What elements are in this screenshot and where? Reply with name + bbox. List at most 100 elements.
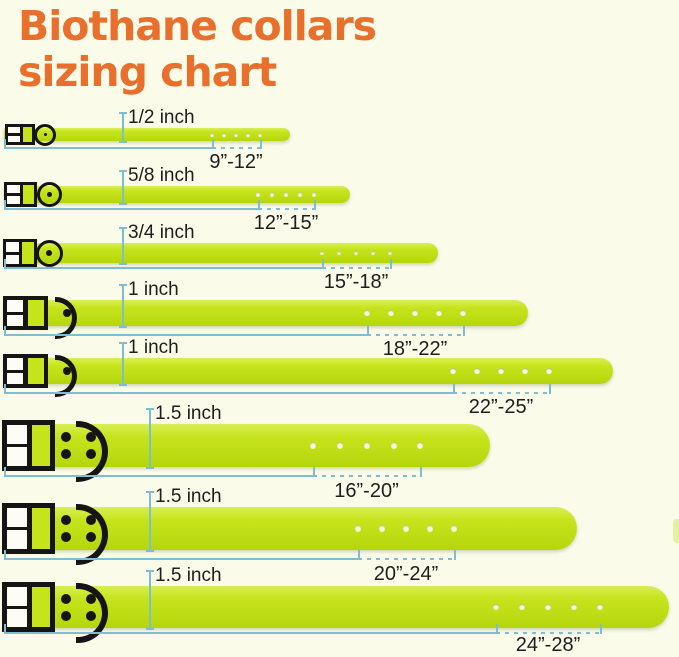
strap-hole	[388, 310, 394, 316]
buckle-rivet-icon	[61, 611, 71, 621]
buckle-strap-slot	[32, 587, 50, 627]
measure-tick-icon	[4, 467, 6, 477]
strap-hole	[311, 192, 317, 197]
size-range-label: 16”-20”	[334, 480, 399, 502]
strap-hole	[390, 442, 398, 449]
strap-hole	[544, 603, 552, 611]
strap-hole	[378, 525, 386, 532]
strap-hole	[336, 250, 342, 256]
measure-tick-icon	[463, 326, 465, 336]
strap-hole	[402, 525, 410, 532]
strap-hole	[222, 132, 226, 137]
buckle-frame-icon	[5, 124, 35, 145]
measure-line-solid	[4, 267, 322, 269]
strap-hole	[518, 603, 526, 611]
measure-tick-icon	[454, 550, 456, 560]
buckle-pin-icon	[46, 250, 52, 256]
width-label: 1 inch	[128, 337, 179, 358]
strap-hole	[387, 250, 393, 256]
strap-hole	[363, 442, 371, 449]
buckle-rivet-icon	[86, 532, 96, 542]
width-tick-icon	[119, 227, 127, 265]
buckle-divider-icon	[7, 605, 27, 609]
measure-tick-icon	[258, 200, 260, 210]
measure-tick-icon	[496, 624, 498, 634]
buckle-pin-icon	[46, 192, 52, 197]
width-tick-icon	[119, 284, 127, 328]
strap-hole	[436, 310, 442, 316]
measure-tick-icon	[313, 467, 315, 477]
strap-hole	[354, 525, 362, 532]
strap-hole	[234, 132, 238, 137]
measure-tick-icon	[212, 139, 214, 149]
strap-hole	[498, 368, 504, 374]
width-label: 1.5 inch	[155, 486, 222, 507]
title-line1: Biothane collars	[18, 2, 377, 50]
buckle-ring-icon	[35, 239, 63, 267]
measure-line-solid	[4, 147, 212, 149]
strap-hole	[416, 442, 424, 449]
buckle-rivet-icon	[61, 515, 71, 525]
buckle-frame-icon	[2, 503, 55, 554]
buckle-center-bar-icon	[20, 185, 23, 204]
width-label: 3/4 inch	[128, 222, 195, 243]
buckle-strap-slot	[32, 425, 50, 466]
strap-hole	[309, 442, 317, 449]
size-range-label: 18”-22”	[382, 338, 448, 360]
buckle-frame-icon	[2, 420, 55, 471]
strap-hole	[210, 132, 214, 137]
strap-hole	[474, 368, 480, 374]
size-range-label: 24”-28”	[515, 634, 581, 656]
width-label: 1.5 inch	[155, 565, 222, 586]
buckle-rivet-icon	[86, 515, 96, 525]
buckle-divider-icon	[7, 444, 27, 447]
buckle-strap-slot	[32, 508, 50, 549]
clipped-collar-tip	[673, 519, 679, 543]
size-range-label: 20”-24”	[373, 563, 439, 585]
size-range-label: 12”-15”	[253, 212, 319, 234]
measure-line-dashed	[258, 208, 314, 210]
buckle-divider-icon	[7, 369, 23, 373]
collar-strap	[4, 186, 350, 203]
strap-hole	[570, 603, 578, 611]
buckle-rivet-icon	[86, 611, 96, 621]
measure-line-solid	[4, 334, 367, 336]
strap-hole	[522, 368, 528, 374]
measure-line-solid	[4, 208, 258, 210]
buckle-divider-icon	[6, 251, 19, 255]
strap-hole	[283, 192, 289, 197]
measure-line-solid	[4, 632, 496, 634]
measure-tick-icon	[4, 200, 6, 210]
buckle-rivet-icon	[61, 432, 71, 442]
strap-hole	[596, 603, 604, 611]
strap-hole	[546, 368, 552, 374]
strap-hole	[450, 368, 456, 374]
buckle-rivet-icon	[61, 532, 71, 542]
buckle-center-bar-icon	[20, 127, 23, 142]
width-tick-icon	[146, 491, 154, 552]
buckle-pin-icon	[63, 309, 71, 317]
strap-hole	[353, 250, 359, 256]
buckle-frame-icon	[2, 582, 55, 632]
measure-line-dashed	[313, 475, 420, 477]
measure-tick-icon	[4, 624, 6, 634]
strap-hole	[246, 132, 250, 137]
size-range-label: 15”-18”	[323, 271, 389, 293]
measure-tick-icon	[367, 326, 369, 336]
buckle-center-bar-icon	[27, 587, 32, 627]
buckle-pin-icon	[63, 367, 71, 375]
strap-hole	[297, 192, 303, 197]
buckle-rivet-icon	[86, 432, 96, 442]
buckle-strap-slot	[28, 358, 44, 384]
collar-strap	[4, 586, 669, 628]
buckle-center-bar-icon	[19, 242, 22, 264]
measure-line-dashed	[212, 147, 260, 149]
measure-tick-icon	[4, 384, 6, 394]
buckle-divider-icon	[7, 193, 20, 196]
buckle-divider-icon	[8, 133, 20, 136]
